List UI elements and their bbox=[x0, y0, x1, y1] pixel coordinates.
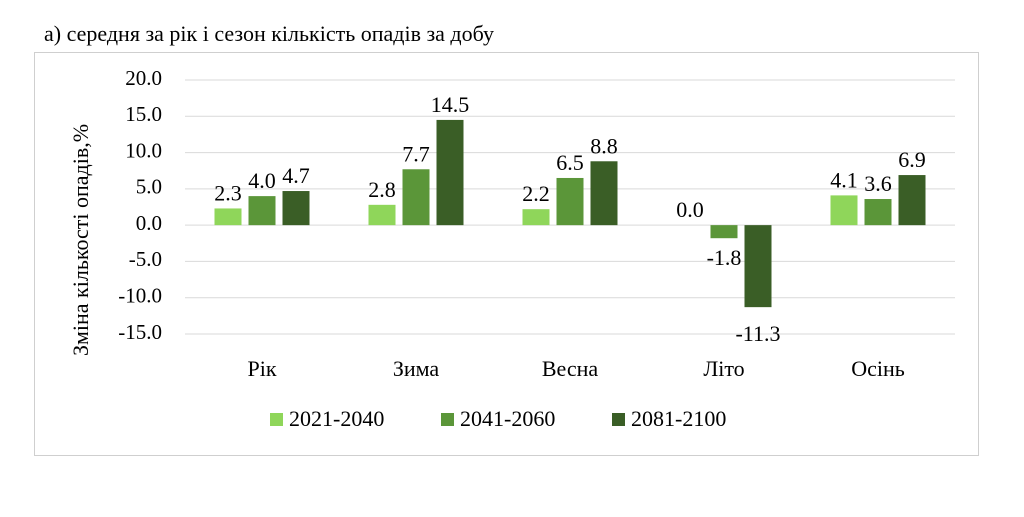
legend: 2021-2040 2041-2060 2081-2100 bbox=[270, 406, 726, 431]
y-tick-label: 15.0 bbox=[125, 102, 162, 126]
y-tick-labels: 20.0 15.0 10.0 5.0 0.0 -5.0 -10.0 -15.0 bbox=[118, 66, 162, 344]
legend-swatch bbox=[441, 413, 454, 426]
data-label: 7.7 bbox=[402, 141, 430, 166]
data-label: 14.5 bbox=[431, 92, 470, 117]
data-label: 6.5 bbox=[556, 150, 584, 175]
bars bbox=[214, 119, 926, 308]
data-label: -1.8 bbox=[707, 245, 742, 270]
data-label: 4.7 bbox=[282, 163, 310, 188]
category-label: Рік bbox=[247, 356, 276, 381]
bar bbox=[864, 199, 892, 226]
category-label: Зима bbox=[393, 356, 440, 381]
bar bbox=[590, 161, 618, 226]
legend-label: 2021-2040 bbox=[289, 406, 384, 431]
chart-frame bbox=[34, 52, 979, 456]
bar bbox=[214, 208, 242, 226]
category-labels: Рік Зима Весна Літо Осінь bbox=[247, 356, 904, 381]
bar bbox=[830, 195, 858, 226]
data-label: 0.0 bbox=[676, 197, 704, 222]
y-tick-label: 0.0 bbox=[136, 211, 162, 235]
bar bbox=[368, 204, 396, 226]
y-tick-label: -15.0 bbox=[118, 320, 162, 344]
data-label: 4.0 bbox=[248, 168, 276, 193]
category-label: Весна bbox=[542, 356, 599, 381]
data-label: 3.6 bbox=[864, 171, 892, 196]
bar bbox=[898, 175, 926, 226]
bar bbox=[282, 191, 310, 226]
data-label: 2.2 bbox=[522, 181, 550, 206]
bar bbox=[402, 169, 430, 226]
data-label: 4.1 bbox=[830, 167, 858, 192]
chart-title: а) середня за рік і сезон кількість опад… bbox=[44, 21, 494, 46]
bar bbox=[556, 177, 584, 226]
bar bbox=[522, 209, 550, 226]
y-tick-label: -5.0 bbox=[129, 247, 162, 271]
bar bbox=[248, 196, 276, 226]
data-label: 8.8 bbox=[590, 133, 618, 158]
bar bbox=[744, 225, 772, 308]
y-axis-title: Зміна кількості опадів,% bbox=[68, 124, 93, 356]
data-label: 2.8 bbox=[368, 177, 396, 202]
legend-label: 2041-2060 bbox=[460, 406, 555, 431]
y-tick-label: 10.0 bbox=[125, 138, 162, 162]
bar bbox=[436, 119, 464, 226]
category-label: Літо bbox=[703, 356, 744, 381]
legend-swatch bbox=[612, 413, 625, 426]
data-label: 6.9 bbox=[898, 147, 926, 172]
legend-label: 2081-2100 bbox=[631, 406, 726, 431]
y-tick-label: 20.0 bbox=[125, 66, 162, 90]
category-label: Осінь bbox=[851, 356, 905, 381]
legend-swatch bbox=[270, 413, 283, 426]
value-labels: 2.3 4.0 4.7 2.87.714.5 2.26.58.8 0.0-1.8 -11.3… bbox=[214, 92, 926, 346]
data-label: 2.3 bbox=[214, 180, 242, 205]
y-tick-label: 5.0 bbox=[136, 175, 162, 199]
y-tick-label: -10.0 bbox=[118, 284, 162, 308]
bar bbox=[710, 225, 738, 239]
data-label: -11.3 bbox=[735, 321, 780, 346]
